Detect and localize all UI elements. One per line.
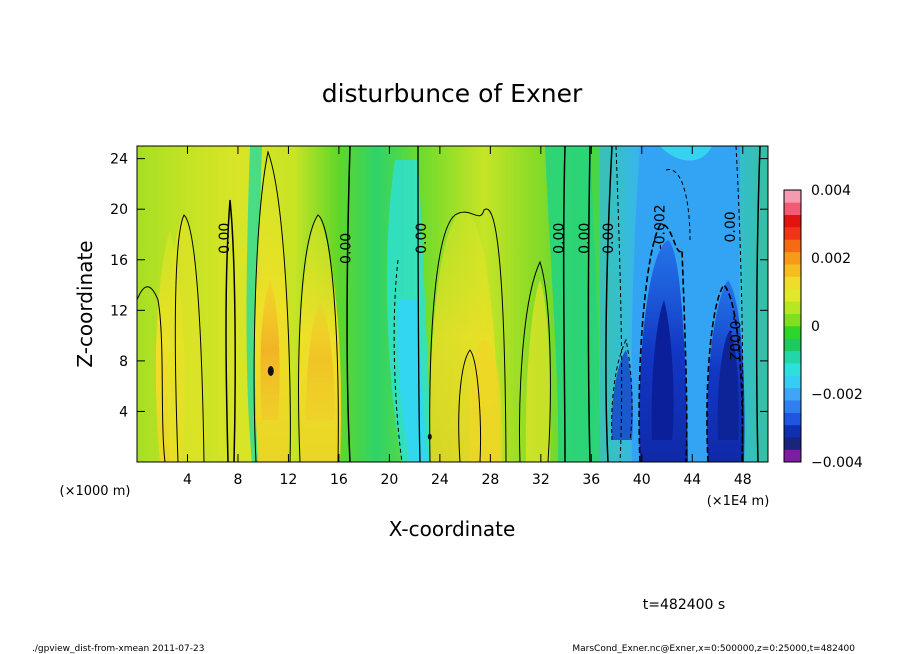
colorbar-swatch — [784, 412, 801, 426]
colorbar-ticks: 0.004 0.002 0 −0.002 −0.004 — [811, 183, 863, 471]
colorbar-swatch — [784, 190, 801, 203]
colorbar-swatch — [784, 400, 801, 413]
x-axis-ticks: 4 8 12 16 20 24 28 32 36 40 44 48 — [183, 146, 752, 488]
y-axis-ticks: 4 8 12 16 20 24 — [110, 152, 768, 420]
colorbar-swatch — [784, 326, 801, 339]
y-axis-label: Z-coordinate — [73, 240, 97, 367]
contour-lines — [137, 146, 761, 462]
footer-left: ./gpview_dist-from-xmean 2011-07-23 — [32, 644, 204, 654]
time-label: t=482400 s — [643, 597, 725, 613]
colorbar-swatch — [784, 214, 801, 228]
x-tick-label: 48 — [734, 472, 752, 488]
contour-label: 0.00 — [601, 223, 617, 254]
x-tick-label: 40 — [633, 472, 651, 488]
colorbar-swatch — [784, 276, 801, 290]
chart-title: disturbunce of Exner — [322, 79, 583, 108]
plot-frame — [136, 145, 769, 463]
x-tick-label: 8 — [233, 472, 242, 488]
contour-label: -0.002 — [726, 316, 742, 361]
y-unit-note: (×1E4 m) — [707, 494, 770, 509]
colorbar-swatch — [784, 350, 801, 364]
y-tick-label: 12 — [110, 303, 128, 319]
colorbar-tick-label: 0 — [811, 319, 820, 335]
contour-label: 0.00 — [338, 233, 354, 264]
colorbar-swatch — [784, 288, 801, 302]
contour-labels: 0.00 0.00 0.00 0.00 0.00 0.00 -0.002 0.00 -0.002 — [217, 204, 742, 360]
extremum-blob — [267, 365, 274, 376]
contour-label: 0.00 — [414, 223, 430, 254]
contour-label: -0.002 — [653, 204, 669, 249]
colorbar-swatch — [784, 338, 801, 352]
x-tick-label: 32 — [532, 472, 550, 488]
colorbar-swatch — [784, 363, 801, 376]
x-tick-label: 20 — [380, 472, 398, 488]
contour-field: 0.00 0.00 0.00 0.00 0.00 0.00 -0.002 0.00 -0.002 — [137, 146, 768, 462]
x-tick-label: 16 — [330, 472, 348, 488]
colorbar-swatch — [784, 387, 801, 401]
colorbar-swatch — [784, 313, 801, 327]
y-tick-label: 20 — [110, 202, 128, 218]
colorbar-swatch — [784, 239, 801, 253]
x-tick-label: 28 — [481, 472, 499, 488]
colorbar-swatch — [784, 437, 801, 450]
x-tick-label: 44 — [683, 472, 701, 488]
x-tick-label: 24 — [431, 472, 449, 488]
x-tick-label: 4 — [183, 472, 192, 488]
y-tick-label: 16 — [110, 253, 128, 269]
y-tick-label: 4 — [119, 404, 128, 420]
x-axis-label: X-coordinate — [389, 517, 516, 541]
colorbar-frame — [783, 189, 802, 463]
negative-contours — [393, 146, 744, 462]
colorbar-swatch — [784, 301, 801, 314]
colorbar — [784, 190, 801, 463]
contour-label: 0.00 — [552, 223, 568, 254]
colorbar-tick-label: −0.002 — [811, 387, 863, 403]
x-tick-label: 36 — [582, 472, 600, 488]
colorbar-swatch — [784, 424, 801, 438]
y-tick-label: 8 — [119, 354, 128, 370]
contour-label: 0.00 — [217, 223, 233, 254]
extremum-blob — [427, 433, 432, 440]
x-unit-note: (×1000 m) — [60, 484, 131, 499]
colorbar-swatch — [784, 264, 801, 277]
colorbar-swatch — [784, 449, 801, 463]
colorbar-tick-label: −0.004 — [811, 455, 863, 471]
y-tick-label: 24 — [110, 152, 128, 168]
contour-label: 0.00 — [723, 211, 739, 242]
colorbar-tick-label: 0.004 — [811, 183, 851, 199]
x-tick-label: 12 — [280, 472, 298, 488]
colorbar-swatch — [784, 227, 801, 240]
colorbar-swatch — [784, 202, 801, 216]
contour-label: 0.00 — [577, 223, 593, 254]
colorbar-swatch — [784, 375, 801, 389]
colorbar-swatch — [784, 251, 801, 265]
footer-right: MarsCond_Exner.nc@Exner,x=0:500000,z=0:2… — [572, 644, 855, 654]
colorbar-tick-label: 0.002 — [811, 251, 851, 267]
